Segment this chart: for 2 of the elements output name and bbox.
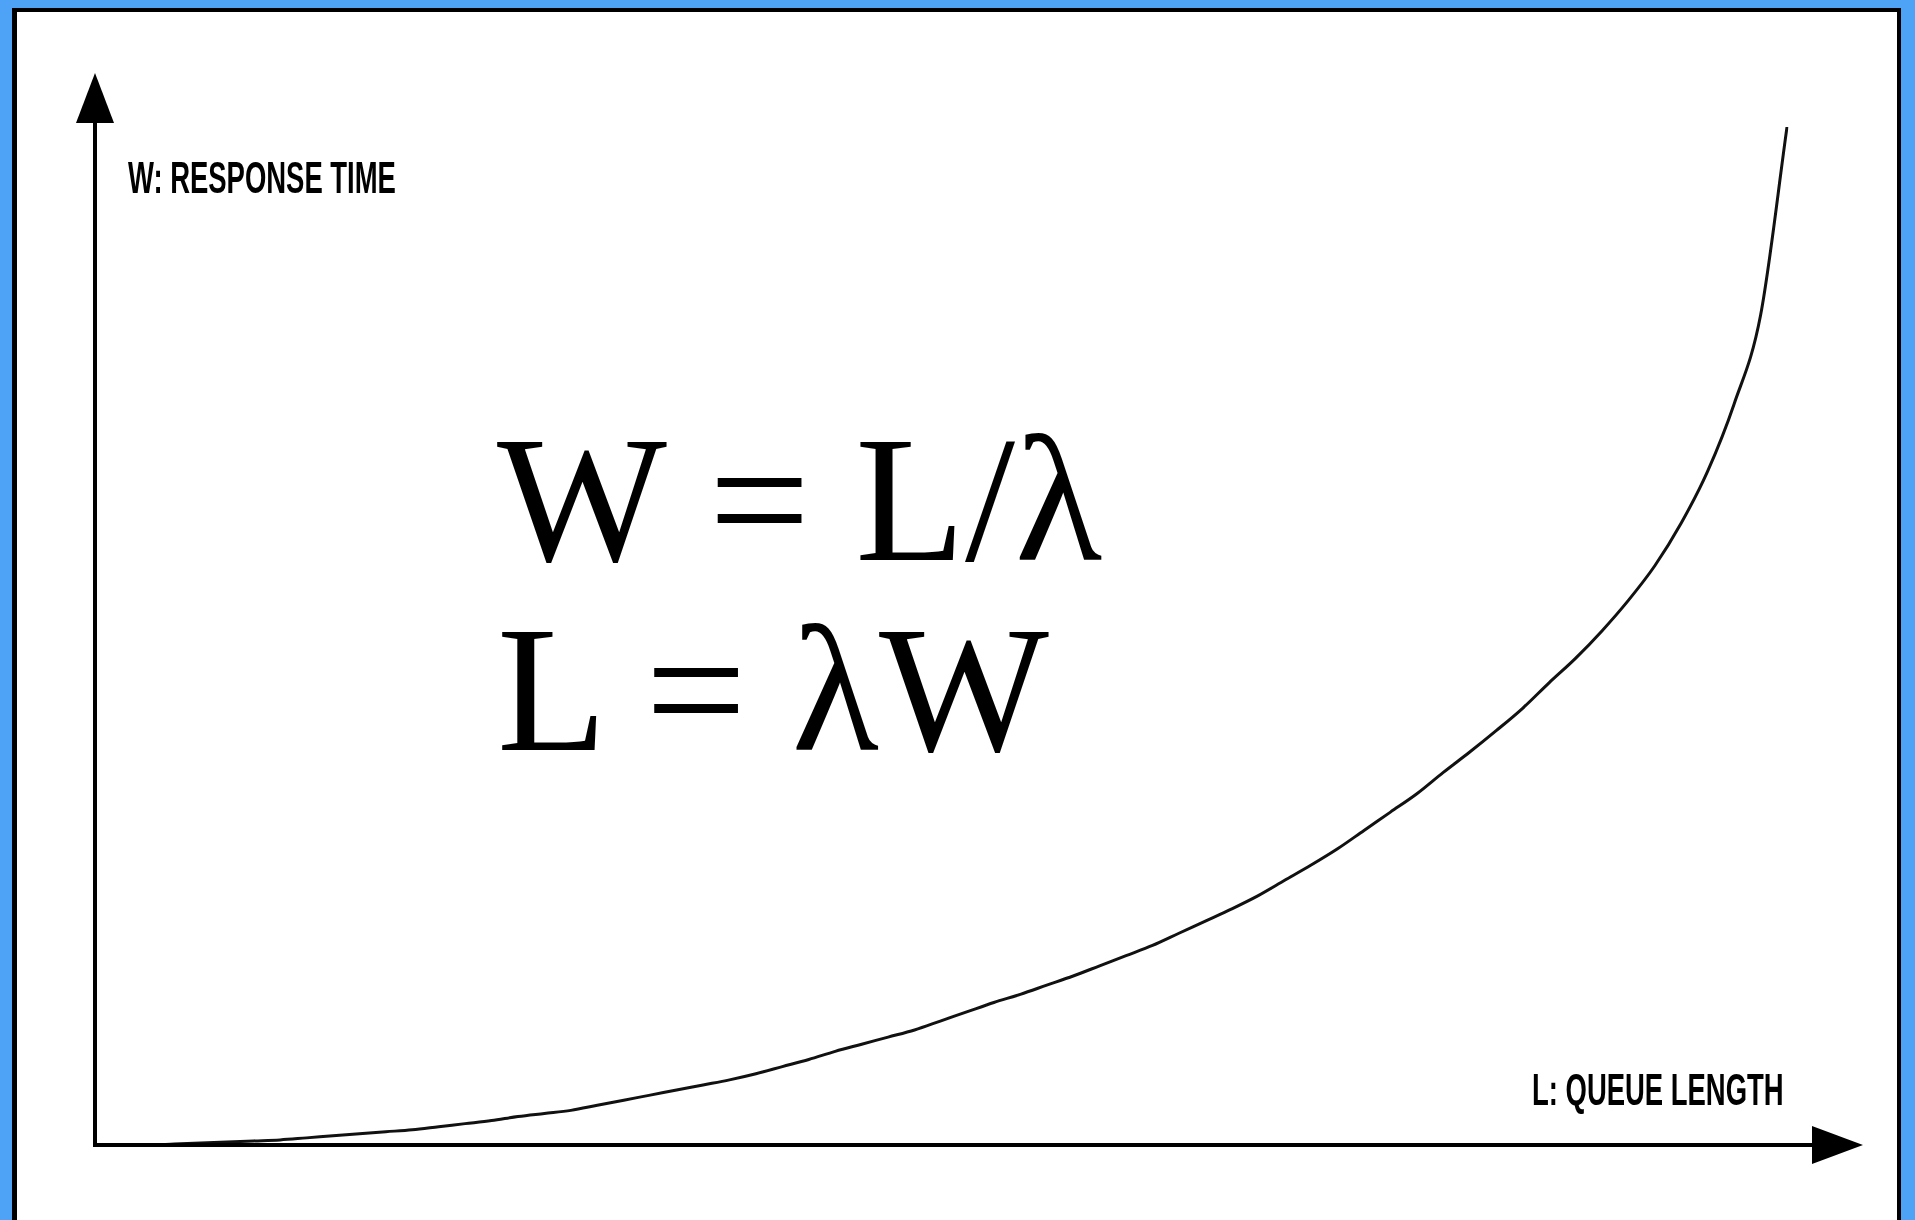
- x-axis-title: L: QUEUE LENGTH: [1532, 1064, 1784, 1115]
- y-axis-title: W: RESPONSE TIME: [128, 152, 396, 203]
